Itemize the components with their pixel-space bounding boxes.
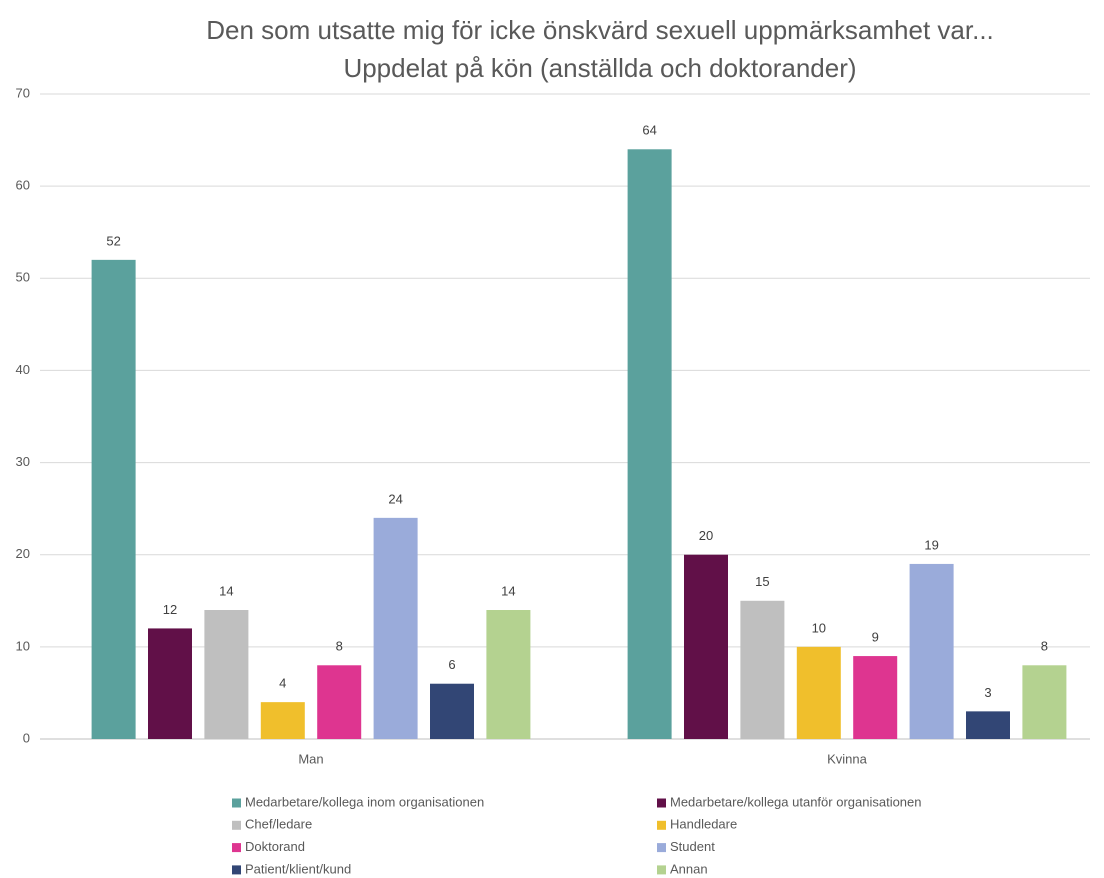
legend-swatch [657,798,666,808]
value-label: 19 [924,537,938,552]
legend-label: Patient/klient/kund [245,861,351,876]
bar [966,711,1010,739]
bar [1022,665,1067,739]
value-label: 15 [755,574,769,589]
value-label: 64 [642,123,656,138]
y-tick-label: 70 [16,85,30,100]
y-tick-label: 40 [16,362,30,377]
legend-label: Annan [670,861,708,876]
y-tick-label: 60 [16,178,30,193]
legend-swatch [657,865,666,875]
value-label: 24 [388,491,402,506]
x-tick-label: Man [298,751,323,766]
bar [430,683,474,739]
legend-swatch [232,820,241,830]
bar [684,554,728,739]
y-tick-label: 50 [16,270,30,285]
y-tick-label: 0 [23,730,30,745]
value-label: 3 [984,685,991,700]
legend-label: Student [670,839,715,854]
bar [260,702,305,739]
bar [853,656,898,739]
legend-swatch [657,843,666,853]
value-label: 14 [219,583,233,598]
chart-subtitle: Uppdelat på kön (anställda och doktorand… [343,53,856,83]
legend-swatch [232,798,241,808]
bar [796,646,841,739]
bar [317,665,362,739]
value-label: 14 [501,583,515,598]
legend-label: Medarbetare/kollega inom organisationen [245,794,484,809]
bar [909,563,954,739]
value-label: 8 [1041,639,1048,654]
legend-label: Chef/ledare [245,817,312,832]
value-label: 8 [336,639,343,654]
bar [373,517,418,739]
bar [740,600,785,739]
bar [627,149,672,740]
value-label: 6 [448,657,455,672]
y-tick-label: 10 [16,638,30,653]
legend-label: Doktorand [245,839,305,854]
chart-title: Den som utsatte mig för icke önskvärd se… [206,15,994,45]
legend-label: Medarbetare/kollega utanför organisation… [670,794,922,809]
bar [204,610,249,739]
bar [148,628,192,739]
x-tick-label: Kvinna [827,751,868,766]
legend-swatch [657,820,666,830]
y-tick-label: 20 [16,546,30,561]
bar [486,610,531,739]
value-label: 10 [812,620,826,635]
value-label: 52 [106,233,120,248]
value-label: 4 [279,676,286,691]
y-tick-label: 30 [16,454,30,469]
legend-swatch [232,843,241,853]
bar [91,259,136,739]
value-label: 20 [699,528,713,543]
value-label: 9 [872,630,879,645]
legend-label: Handledare [670,817,737,832]
value-label: 12 [163,602,177,617]
legend-swatch [232,865,241,875]
